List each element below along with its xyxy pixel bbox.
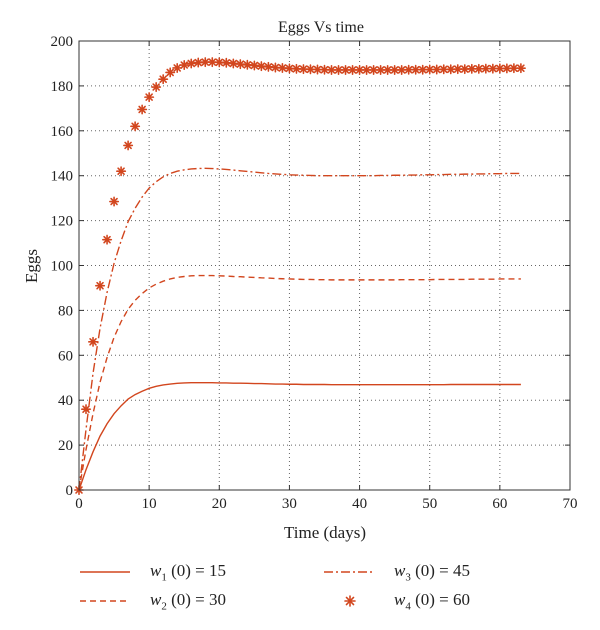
data-point-marker xyxy=(123,140,134,151)
data-point-marker xyxy=(172,62,183,73)
legend-label: w1 (0) = 15 xyxy=(150,561,227,584)
data-point-marker xyxy=(473,63,484,74)
legend-item-w1: w1 (0) = 15 xyxy=(78,561,226,583)
data-point-marker xyxy=(291,63,302,74)
data-point-marker xyxy=(102,234,113,245)
data-point-marker xyxy=(81,404,92,415)
data-point-marker xyxy=(228,58,239,69)
series-layer xyxy=(74,57,526,496)
data-point-marker xyxy=(88,336,99,347)
series-line xyxy=(78,274,521,491)
series-line xyxy=(78,167,521,491)
series-w3 xyxy=(78,167,521,491)
y-tick-label: 160 xyxy=(51,124,74,140)
x-tick-label: 30 xyxy=(282,496,297,512)
x-tick-label: 50 xyxy=(422,496,437,512)
data-point-marker xyxy=(95,280,106,291)
series-w2 xyxy=(78,274,521,491)
series-line xyxy=(78,381,521,491)
data-point-marker xyxy=(179,60,190,71)
y-tick-label: 0 xyxy=(66,483,74,499)
legend-swatch xyxy=(80,571,130,573)
y-tick-label: 20 xyxy=(58,438,73,454)
x-tick-label: 0 xyxy=(75,496,83,512)
data-point-marker xyxy=(333,64,344,75)
y-tick-label: 120 xyxy=(51,214,74,230)
data-point-marker xyxy=(165,67,176,78)
x-tick-label: 60 xyxy=(492,496,507,512)
series-w4 xyxy=(74,57,526,496)
plot-frame xyxy=(78,40,571,491)
x-tick-label: 70 xyxy=(563,496,578,512)
data-point-marker xyxy=(312,64,323,75)
y-tick-label: 60 xyxy=(58,348,73,364)
data-point-marker xyxy=(340,64,351,75)
data-point-marker xyxy=(116,166,127,177)
legend-swatch xyxy=(344,595,356,607)
legend-item-w4: w4 (0) = 60 xyxy=(322,590,470,612)
y-tick-label: 180 xyxy=(51,79,74,95)
y-tick-label: 80 xyxy=(58,303,73,319)
grid xyxy=(79,41,570,490)
data-point-marker xyxy=(417,64,428,75)
data-point-marker xyxy=(515,63,526,74)
legend-swatch xyxy=(324,571,374,573)
data-point-marker xyxy=(109,196,120,207)
data-point-marker xyxy=(214,57,225,68)
y-axis-label: Eggs xyxy=(22,249,41,283)
legend-item-w3: w3 (0) = 45 xyxy=(322,561,470,583)
legend-label: w3 (0) = 45 xyxy=(394,561,471,584)
data-point-marker xyxy=(158,74,169,85)
data-point-marker xyxy=(207,57,218,68)
data-point-marker xyxy=(186,58,197,69)
data-point-marker xyxy=(130,121,141,132)
y-tick-label: 140 xyxy=(51,169,74,185)
x-tick-label: 10 xyxy=(142,496,157,512)
legend-label: w4 (0) = 60 xyxy=(394,590,471,613)
y-tick-label: 200 xyxy=(51,34,74,50)
data-point-marker xyxy=(144,92,155,103)
series-w1 xyxy=(78,381,521,491)
legend-swatch xyxy=(80,600,130,602)
y-tick-label: 40 xyxy=(58,393,73,409)
data-point-marker xyxy=(277,62,288,73)
axis-ticks: 0 10 20 30 40 50 60 70 0 20 40 60 80 100 120 140 160 180 2… xyxy=(51,34,578,512)
legend-marker xyxy=(344,595,356,607)
legend-item-w2: w2 (0) = 30 xyxy=(78,590,226,612)
x-axis-label: Time (days) xyxy=(284,523,366,542)
data-point-marker xyxy=(375,64,386,75)
data-point-marker xyxy=(137,104,148,115)
x-tick-label: 20 xyxy=(212,496,227,512)
y-tick-label: 100 xyxy=(51,259,74,275)
legend-label: w2 (0) = 30 xyxy=(150,590,227,613)
data-point-marker xyxy=(151,82,162,93)
chart-title: Eggs Vs time xyxy=(278,19,364,36)
x-tick-label: 40 xyxy=(352,496,367,512)
